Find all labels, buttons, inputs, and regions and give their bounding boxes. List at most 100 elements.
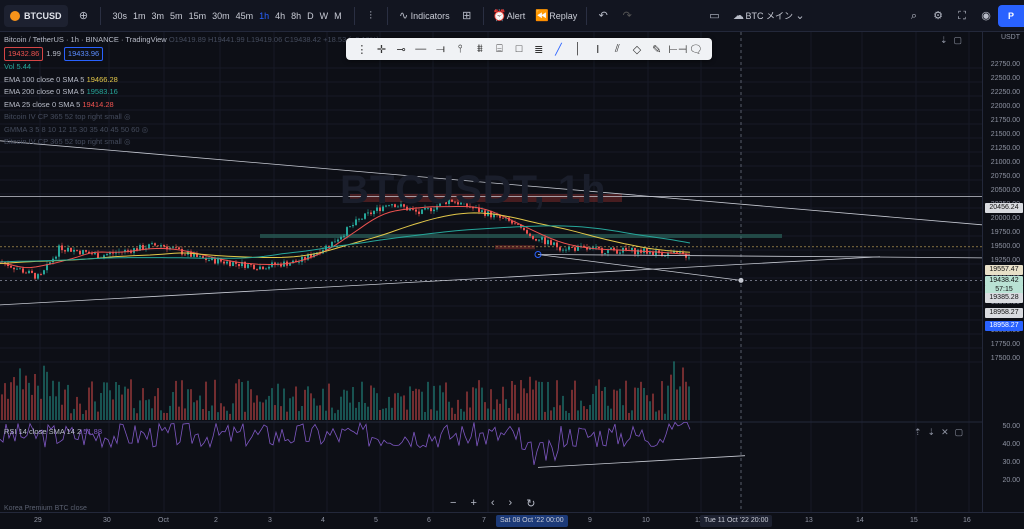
scroll-right-icon[interactable]: › <box>508 497 513 509</box>
price-label: 19250.00 <box>990 257 1020 264</box>
zoom-out-icon[interactable]: − <box>450 497 457 509</box>
volume-bar <box>46 371 48 420</box>
volume-bar <box>538 381 540 420</box>
volume-bar <box>214 379 216 420</box>
horizontal-ray-icon[interactable]: ⊸ <box>396 43 406 56</box>
layout-name-button[interactable]: ☁ BTC メイン ⌄ <box>726 5 812 27</box>
legend-vol-row[interactable]: Vol 5.44 <box>4 61 379 74</box>
templates-button[interactable]: ⊞ <box>455 5 479 27</box>
alert-button[interactable]: ⏰ Alert <box>488 5 531 27</box>
volume-bar <box>271 388 273 420</box>
search-button[interactable]: ⌕ <box>902 5 926 27</box>
rectangle-icon[interactable]: □ <box>515 43 523 55</box>
eye-icon[interactable]: ◎ <box>141 124 149 134</box>
trend-line-icon[interactable]: ╱ <box>555 43 562 56</box>
timeframe-1m[interactable]: 1m <box>133 10 146 21</box>
timeframe-1h[interactable]: 1h <box>259 10 270 21</box>
timeframe-5m[interactable]: 5m <box>170 10 183 21</box>
pane-down-icon[interactable]: ⇣ <box>940 35 948 45</box>
diamond-icon[interactable]: ◇ <box>632 43 642 56</box>
candles-icon: ⫶ <box>369 9 373 22</box>
volume-bar <box>211 405 213 420</box>
undo-button[interactable]: ↶ <box>591 5 615 27</box>
fullscreen-button[interactable]: ⛶ <box>950 5 974 27</box>
snapshot-button[interactable]: ◉ <box>974 5 998 27</box>
volume-bar <box>241 382 243 420</box>
reset-chart-icon[interactable]: ↻ <box>526 498 536 510</box>
drag-handle-icon[interactable]: ⋮ <box>356 43 368 56</box>
eye-icon[interactable]: ◎ <box>123 112 131 121</box>
price-axis[interactable]: USDT 22750.00 22500.00 22250.00 22000.00 217… <box>982 32 1024 512</box>
timeframe-3m[interactable]: 3m <box>151 10 165 21</box>
buy-price-button[interactable]: 19433.96 <box>63 46 104 61</box>
rsi-legend[interactable]: RSI 14 close SMA 14 2 51.88 <box>4 427 102 436</box>
symbol-search-button[interactable]: BTCUSD <box>4 4 68 27</box>
indicators-button[interactable]: ∿ Indicators <box>392 5 455 27</box>
time-label: 16 <box>963 517 971 524</box>
vertical-line-icon[interactable]: │ <box>574 43 582 55</box>
pane-down-icon[interactable]: ⇣ <box>927 427 936 437</box>
zoom-in-icon[interactable]: + <box>470 497 477 509</box>
timeframe-M[interactable]: M <box>334 10 342 21</box>
legend-ind2-row[interactable]: GMMA 3 5 8 10 12 15 30 35 40 45 50 60 ◎ <box>4 124 379 137</box>
legend-ema25-row[interactable]: EMA 25 close 0 SMA 5 19414.28 <box>4 99 379 112</box>
pane-maximize-icon[interactable]: ▢ <box>954 427 964 437</box>
timeframe-8h[interactable]: 8h <box>291 10 302 21</box>
layout-name: BTC メイン <box>745 11 793 21</box>
volume-bar <box>259 401 261 420</box>
legend-ema200-row[interactable]: EMA 200 close 0 SMA 5 19583.16 <box>4 86 379 99</box>
measure-icon[interactable]: ⊢⊣ <box>668 43 688 56</box>
legend-ind3-row[interactable]: Bitcoin IV CP 365 52 top right small ◎ <box>4 136 379 149</box>
timeframe-15m[interactable]: 15m <box>188 10 207 21</box>
pane-maximize-icon[interactable]: ▢ <box>953 35 963 45</box>
candle <box>667 252 669 256</box>
legend-ema100-row[interactable]: EMA 100 close 0 SMA 5 19466.28 <box>4 74 379 87</box>
publish-button[interactable]: P <box>998 4 1024 27</box>
chart-canvas[interactable] <box>0 32 982 512</box>
pane-up-icon[interactable]: ⇡ <box>914 427 922 437</box>
candle <box>631 247 633 251</box>
volume-bar <box>349 402 351 420</box>
ray-icon[interactable]: ⟞ <box>435 42 446 55</box>
comment-icon[interactable]: 🗨 <box>689 43 703 56</box>
volume-bar <box>430 409 432 420</box>
zones <box>0 194 982 281</box>
timeframe-W[interactable]: W <box>319 10 329 21</box>
horizontal-line-icon[interactable]: — <box>415 43 427 55</box>
time-axis[interactable]: 29 30 Oct 2 3 4 5 6 7 9 10 11 13 14 15 16 Sat 08 Oct '2… <box>0 512 1024 529</box>
legend-ind1-row[interactable]: Bitcoin IV CP 365 52 top right small ◎ <box>4 111 379 124</box>
timeframe-30s[interactable]: 30s <box>112 10 128 21</box>
volume-bar <box>4 383 6 420</box>
timeframe-45m[interactable]: 45m <box>235 10 254 21</box>
pitchfork-icon[interactable]: ⫯ <box>457 42 463 55</box>
parallel-channel-icon[interactable]: ⫽ <box>614 42 620 55</box>
korea-premium-legend[interactable]: Korea Premium BTC close <box>4 505 87 512</box>
long-position-icon[interactable]: ⌸ <box>496 42 503 55</box>
timeframe-group: 30s 1m 3m 5m 15m 30m 45m 1h 4h 8h D W M <box>105 5 350 27</box>
volume-bar <box>634 387 636 420</box>
brush-icon[interactable]: ✎ <box>652 43 662 56</box>
volume-bar <box>487 408 489 420</box>
candle <box>604 253 606 254</box>
sell-price-button[interactable]: 19432.86 <box>4 46 44 61</box>
pane-delete-icon[interactable]: ✕ <box>941 427 949 437</box>
layout-button[interactable]: ▭ <box>702 5 726 27</box>
volume-bar <box>298 411 300 420</box>
settings-button[interactable]: ⚙ <box>926 5 950 27</box>
chart-type-button[interactable]: ⫶ <box>359 5 383 27</box>
replay-button[interactable]: ⏪ Replay <box>530 5 582 27</box>
timeframe-4h[interactable]: 4h <box>275 10 286 21</box>
chart-legend: Bitcoin / TetherUS · 1h · BINANCE · Trad… <box>4 34 379 149</box>
volume-bars <box>1 361 690 420</box>
timeframe-30m[interactable]: 30m <box>212 10 230 21</box>
eye-icon[interactable]: ◎ <box>123 137 131 146</box>
text-icon[interactable]: Ⅰ <box>596 43 600 56</box>
fib-icon[interactable]: ⩩ <box>476 42 483 55</box>
redo-button[interactable]: ↷ <box>615 5 639 27</box>
scroll-left-icon[interactable]: ‹ <box>490 497 495 509</box>
crosshair-icon[interactable]: ✛ <box>376 43 387 56</box>
candle <box>46 264 48 271</box>
compare-button[interactable]: ⊕ <box>72 5 96 27</box>
timeframe-D[interactable]: D <box>307 10 314 21</box>
text-lines-icon[interactable]: ≣ <box>534 43 544 56</box>
